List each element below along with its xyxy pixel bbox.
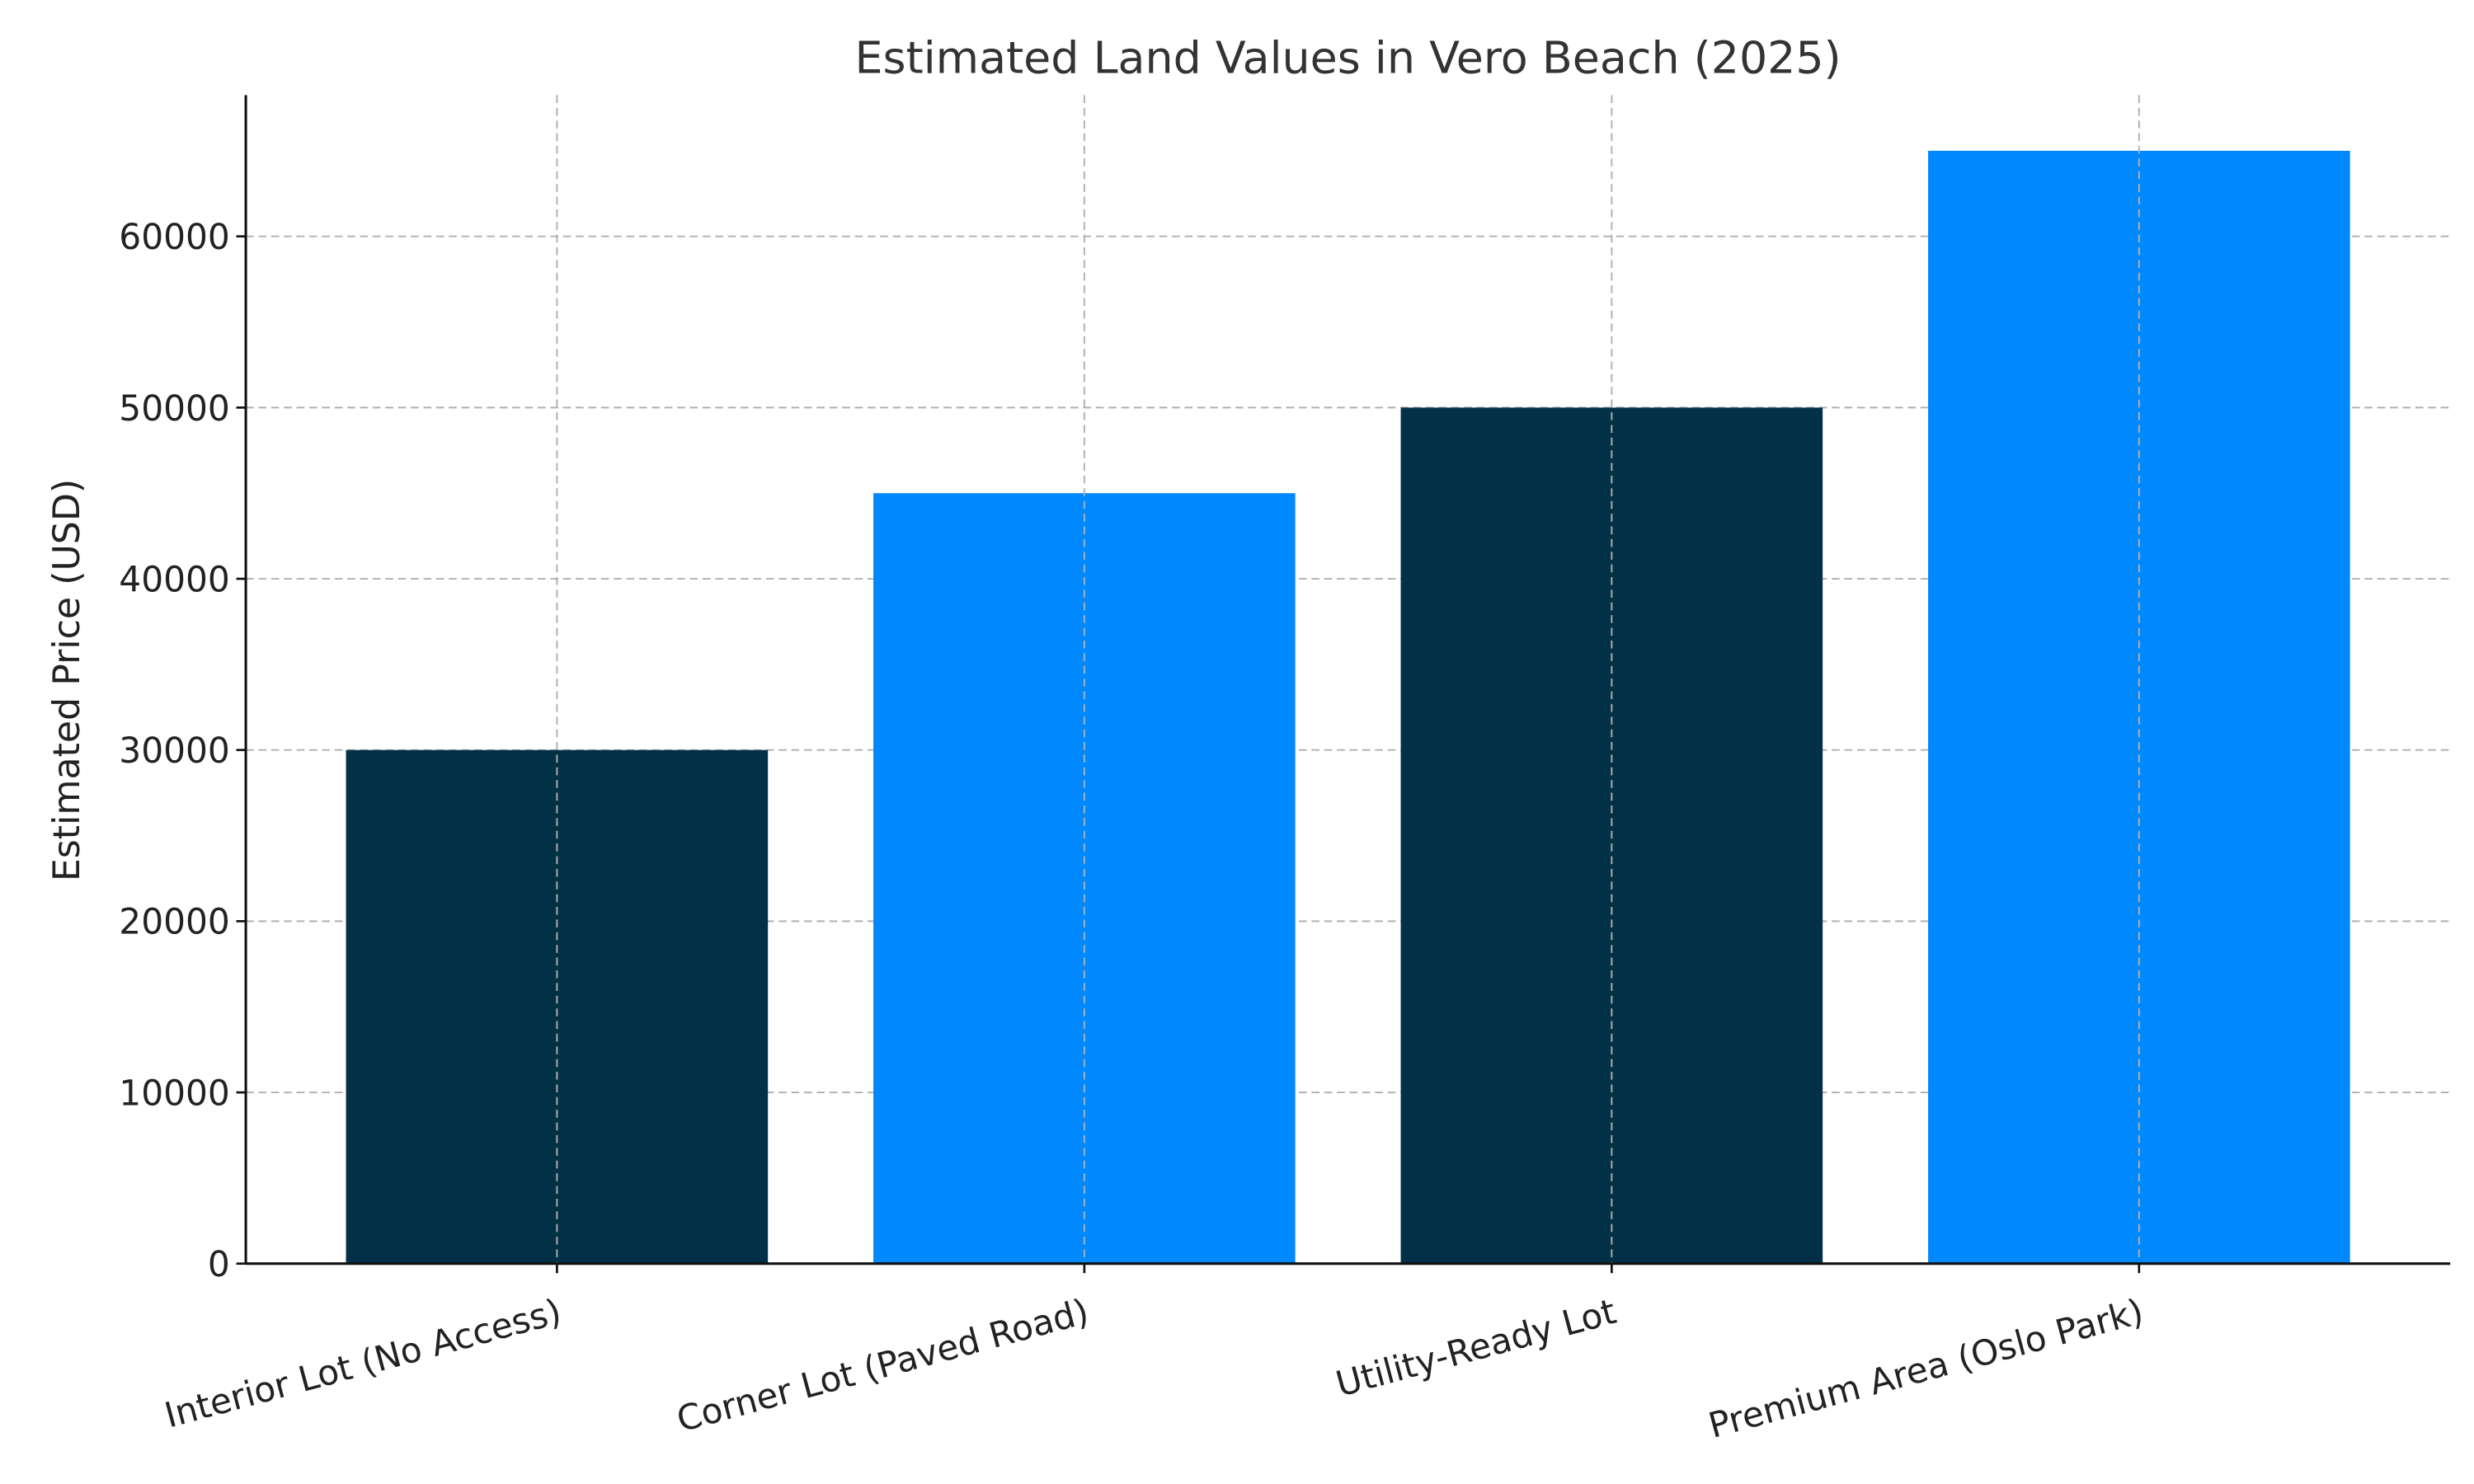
x-ticks: Interior Lot (No Access) Corner Lot (Pave…: [161, 1263, 2147, 1446]
x-tick-label: Corner Lot (Paved Road): [673, 1291, 1094, 1439]
x-tick-label: Interior Lot (No Access): [161, 1291, 566, 1436]
y-ticks: 0 10000 20000 30000 40000 50000 60000: [119, 217, 247, 1284]
y-axis-label: Estimated Price (USD): [46, 479, 88, 881]
chart-title: Estimated Land Values in Vero Beach (202…: [855, 31, 1841, 83]
y-tick-label: 50000: [119, 388, 230, 429]
x-tick-label: Utility-Ready Lot: [1332, 1291, 1620, 1405]
y-tick-label: 60000: [119, 217, 230, 257]
x-tick-label: Premium Area (Oslo Park): [1705, 1291, 2147, 1446]
grid-vertical: [556, 95, 2140, 1264]
y-tick-label: 20000: [119, 902, 230, 942]
y-tick-label: 30000: [119, 730, 230, 771]
y-tick-label: 0: [208, 1244, 230, 1284]
y-tick-label: 10000: [119, 1073, 230, 1113]
bars: [346, 150, 2350, 1264]
y-tick-label: 40000: [119, 559, 230, 599]
